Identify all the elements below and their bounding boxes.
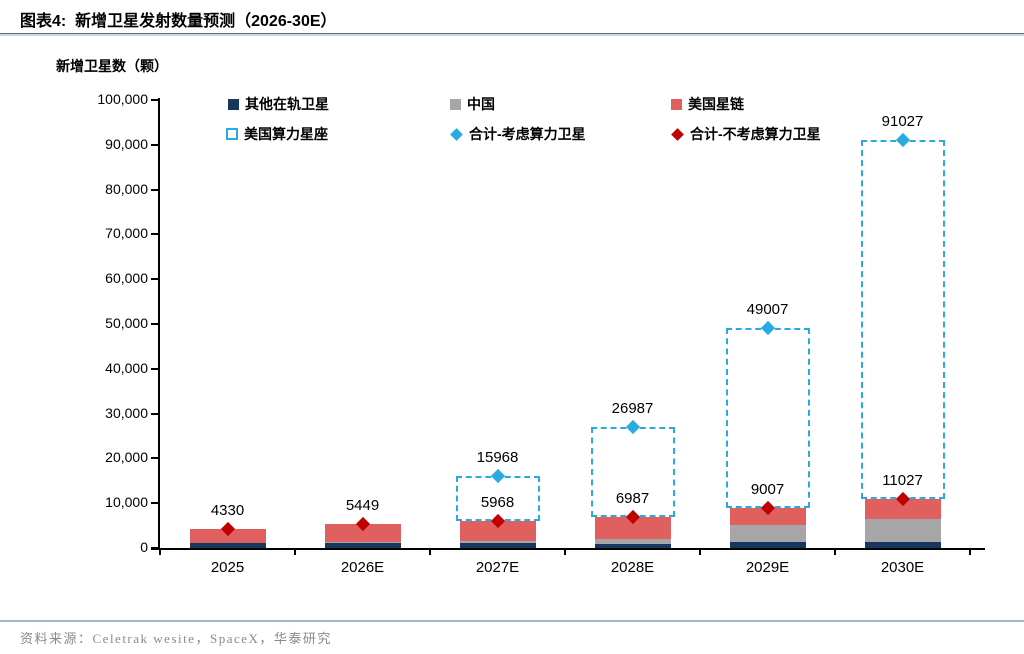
x-axis-tick (564, 548, 566, 555)
y-axis-tick (151, 99, 158, 101)
legend-label: 合计-不考虑算力卫星 (690, 126, 821, 142)
y-axis-tick-label: 0 (140, 539, 148, 555)
x-axis-tick (429, 548, 431, 555)
bar-segment-other (594, 543, 671, 548)
x-axis-category-label: 2025 (210, 559, 245, 576)
x-axis-category-label: 2028E (610, 559, 655, 576)
y-axis-tick (151, 323, 158, 325)
y-axis-tick-label: 20,000 (105, 449, 148, 466)
red-square-icon (671, 98, 682, 110)
y-axis-tick-label: 30,000 (105, 404, 148, 421)
x-axis-category-label: 2029E (745, 559, 790, 576)
bar-segment-starlink (459, 521, 536, 542)
x-axis-line (151, 548, 985, 550)
bar-segment-china (729, 525, 806, 543)
legend-item-us-compute-constellation: 美国算力星座 (226, 124, 328, 144)
y-axis-tick-label: 40,000 (105, 359, 148, 376)
y-axis-tick (151, 188, 158, 191)
gray-square-icon (450, 98, 461, 110)
chart-title: 图表4: 新增卫星发射数量预测（2026-30E） (20, 13, 337, 30)
legend-item-us-starlink: 美国星链 (671, 94, 744, 114)
bar-segment-other (459, 543, 536, 548)
total-without-compute-label: 5968 (480, 494, 515, 512)
x-axis-tick (969, 548, 971, 555)
total-without-compute-label: 11027 (882, 471, 923, 489)
plot-area: 0 10,000 20,000 30,000 40,000 50,000 60,000 70,… (97, 91, 985, 576)
y-axis-tick-label: 10,000 (105, 494, 148, 511)
y-axis-tick-label: 90,000 (105, 135, 148, 152)
bar-segment-starlink (594, 516, 671, 539)
total-with-compute-label: 49007 (746, 301, 789, 319)
legend-item-other-satellites: 其他在轨卫星 (228, 94, 329, 114)
bar-segment-other (864, 542, 941, 548)
bar-segment-china (864, 519, 941, 543)
x-axis-category-label: 2027E (475, 559, 520, 576)
y-axis-tick-label: 50,000 (105, 315, 148, 331)
x-axis-tick (159, 548, 161, 555)
x-axis-tick (834, 548, 836, 555)
y-axis-title: 新增卫星数（颗） (56, 58, 168, 74)
y-axis-tick (151, 278, 158, 281)
legend-item-china: 中国 (450, 94, 495, 114)
title-divider (0, 33, 1024, 36)
y-axis-tick-label: 80,000 (105, 180, 148, 197)
total-without-compute-label: 4330 (210, 501, 245, 519)
total-without-compute-label: 6987 (615, 489, 650, 507)
bar-segment-china (594, 538, 671, 544)
y-axis-tick (151, 547, 158, 549)
x-axis-tick (294, 548, 296, 555)
legend-label: 美国星链 (688, 96, 744, 112)
dashed-box-icon (226, 128, 238, 140)
bar-segment-starlink (729, 507, 806, 526)
total-without-compute-label: 9007 (750, 480, 785, 498)
y-axis-line (158, 98, 160, 550)
y-axis-tick (151, 233, 158, 236)
y-axis-tick-label: 100,000 (97, 91, 148, 107)
total-with-compute-label: 26987 (611, 400, 654, 418)
y-axis-tick (151, 143, 158, 146)
legend-label: 中国 (467, 96, 495, 112)
total-with-compute-label: 15968 (476, 449, 519, 467)
bar-segment-starlink (189, 528, 266, 544)
y-axis-tick (151, 502, 158, 505)
bar-segment-other (324, 543, 401, 548)
footer-divider (0, 620, 1024, 622)
legend-item-total-without-compute: 合计-不考虑算力卫星 (671, 124, 821, 144)
bar-segment-starlink (324, 523, 401, 542)
source-text: 资料来源：Celetrak wesite，SpaceX，华泰研究 (20, 631, 332, 646)
x-axis-category-label: 2026E (340, 559, 385, 576)
legend-label: 合计-考虑算力卫星 (469, 126, 586, 142)
y-axis-tick-label: 70,000 (105, 225, 148, 242)
y-axis-tick-label: 60,000 (105, 270, 148, 287)
bar-segment-china (459, 541, 536, 544)
bar-segment-other (729, 542, 806, 548)
y-axis-tick (151, 412, 158, 415)
legend-item-total-with-compute: 合计-考虑算力卫星 (450, 124, 586, 144)
legend-label: 美国算力星座 (244, 126, 328, 142)
legend-label: 其他在轨卫星 (245, 96, 329, 112)
total-without-compute-label: 5449 (345, 496, 380, 514)
y-axis-tick (151, 457, 158, 460)
total-with-compute-label: 91027 (881, 113, 924, 131)
bar-segment-other (189, 543, 266, 548)
bar-segment-starlink (864, 498, 941, 520)
x-axis-tick (699, 548, 701, 555)
compute-constellation-box (860, 140, 945, 499)
navy-square-icon (228, 98, 239, 110)
bar-segment-china (324, 541, 401, 544)
y-axis-tick (151, 367, 158, 370)
x-axis-category-label: 2030E (880, 559, 925, 576)
